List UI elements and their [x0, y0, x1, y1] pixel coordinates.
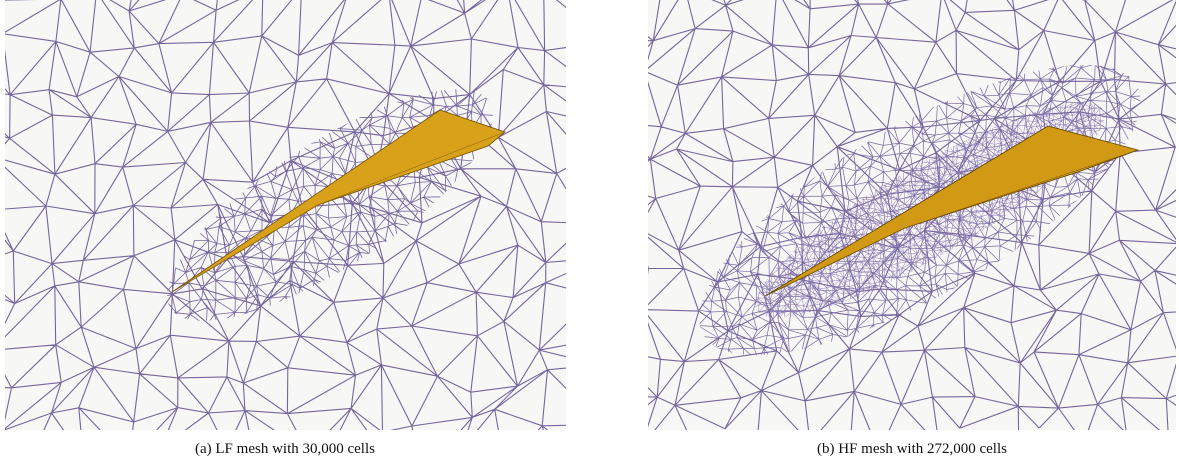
caption: (a) LF mesh with 30,000 cells	[195, 441, 375, 457]
caption: (b) HF mesh with 272,000 cells	[817, 441, 1007, 457]
